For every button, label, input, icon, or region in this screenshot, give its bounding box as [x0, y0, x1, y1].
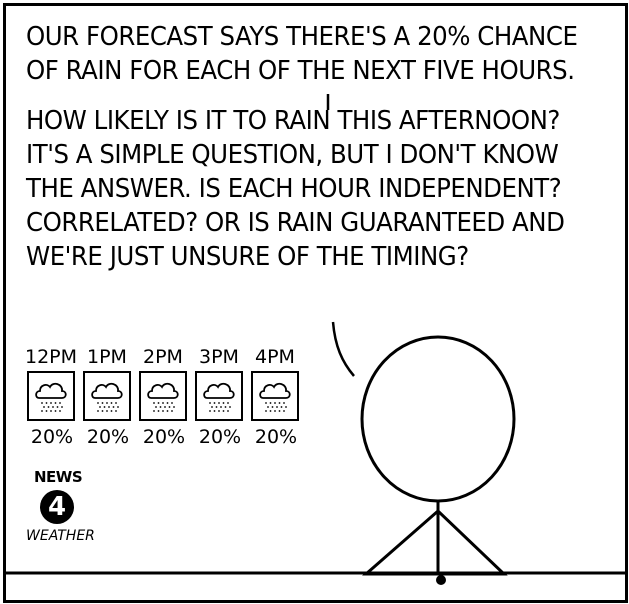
- rain-cloud-icon: [251, 371, 299, 421]
- rain-cloud-icon-shape: [147, 382, 179, 412]
- forecast-percent: 20%: [30, 426, 74, 448]
- caption-line-6: CORRELATED? OR IS RAIN GUARANTEED AND: [26, 208, 565, 238]
- forecast-percent: 20%: [86, 426, 130, 448]
- forecast-percent: 20%: [254, 426, 298, 448]
- caption-line-4: IT'S A SIMPLE QUESTION, BUT I DON'T KNOW: [26, 140, 559, 170]
- figure-head: [360, 335, 516, 503]
- comic-panel: OUR FORECAST SAYS THERE'S A 20% CHANCE O…: [3, 3, 628, 603]
- caption-line-2: OF RAIN FOR EACH OF THE NEXT FIVE HOURS.: [26, 56, 575, 86]
- caption-line-5: THE ANSWER. IS EACH HOUR INDEPENDENT?: [26, 174, 562, 204]
- forecast-time: 3PM: [199, 346, 239, 368]
- rain-cloud-icon-shape: [91, 382, 123, 412]
- caption-line-3: HOW LIKELY IS IT TO RAIN THIS AFTERNOON?: [26, 106, 560, 136]
- rain-cloud-icon-shape: [35, 382, 67, 412]
- figure-robe: [362, 508, 508, 576]
- forecast-times: 12PM 1PM 2PM 3PM 4PM: [24, 346, 304, 368]
- speech-tail: [331, 321, 355, 377]
- rain-cloud-icon-shape: [203, 382, 235, 412]
- figure-foot: [436, 575, 446, 585]
- rain-cloud-icon: [27, 371, 75, 421]
- forecast-time: 2PM: [143, 346, 183, 368]
- forecast-percents: 20% 20% 20% 20% 20%: [24, 426, 304, 450]
- rain-cloud-icon: [83, 371, 131, 421]
- logo-number: 4: [40, 490, 74, 524]
- rain-cloud-icon: [195, 371, 243, 421]
- caption-text: OUR FORECAST SAYS THERE'S A 20% CHANCE O…: [26, 20, 581, 274]
- caption-line-7: WE'RE JUST UNSURE OF THE TIMING?: [26, 242, 469, 272]
- forecast-time: 4PM: [255, 346, 295, 368]
- caption-line-1: OUR FORECAST SAYS THERE'S A 20% CHANCE: [26, 22, 578, 52]
- forecast-widget: 12PM 1PM 2PM 3PM 4PM 20% 20% 20% 20% 20%: [24, 346, 304, 456]
- forecast-icons: [24, 371, 304, 431]
- forecast-time: 12PM: [24, 346, 78, 368]
- stick-figure-scene: [6, 94, 625, 585]
- forecast-percent: 20%: [142, 426, 186, 448]
- logo-weather-text: WEATHER: [26, 528, 95, 544]
- forecast-percent: 20%: [198, 426, 242, 448]
- logo-news-text: NEWS: [34, 468, 83, 486]
- rain-cloud-icon-shape: [259, 382, 291, 412]
- rain-cloud-icon: [139, 371, 187, 421]
- news-4-weather-logo: NEWS 4 WEATHER: [26, 468, 106, 558]
- forecast-time: 1PM: [87, 346, 127, 368]
